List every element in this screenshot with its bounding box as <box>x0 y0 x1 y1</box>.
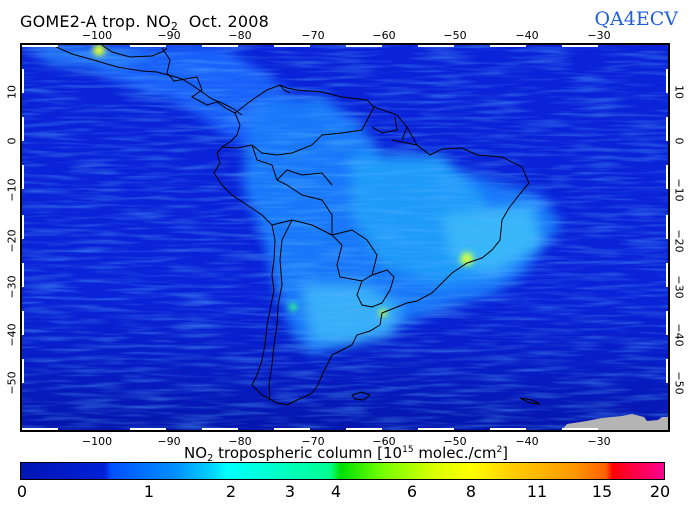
colorbar-label-sup: 2 <box>496 445 503 455</box>
colorbar-label-part: ] <box>502 444 509 462</box>
missing-data-area <box>562 414 668 430</box>
lon-tick-bottom: −50 <box>443 435 467 448</box>
colorbar-label-sub: 2 <box>207 453 214 464</box>
colorbar-tick: 3 <box>284 482 296 501</box>
lon-tick-bottom: −90 <box>157 435 181 448</box>
lat-tick-right: −30 <box>672 275 686 299</box>
lat-tick-right: −40 <box>672 323 686 347</box>
colorbar-label-part: NO <box>183 444 207 462</box>
lat-tick-left: 0 <box>5 137 19 145</box>
lat-tick-right: 0 <box>672 137 686 145</box>
lon-tick-bottom: −80 <box>228 435 252 448</box>
colorbar-tick: 20 <box>649 482 671 501</box>
hotspot-markers <box>93 45 474 317</box>
lon-tick-top: −40 <box>515 29 539 42</box>
brand-label: QA4ECV <box>594 8 678 30</box>
colorbar-label-sup: 15 <box>402 445 414 455</box>
lon-tick-top: −30 <box>587 29 611 42</box>
map-title: GOME2-A trop. NO2 Oct. 2008 <box>20 12 269 33</box>
colorbar-label-part: tropospheric column [10 <box>213 444 403 462</box>
colorbar-tick: 8 <box>465 482 477 501</box>
title-text: GOME2-A trop. NO <box>20 12 171 31</box>
lat-tick-left: −50 <box>5 371 19 395</box>
colorbar-tick: 0 <box>16 482 28 501</box>
lon-tick-bottom: −30 <box>587 435 611 448</box>
lat-tick-left: −10 <box>5 178 19 202</box>
lon-tick-top: −50 <box>443 29 467 42</box>
colorbar-tick: 6 <box>406 482 418 501</box>
colorbar-label: NO2 tropospheric column [1015 molec./cm2… <box>0 444 692 464</box>
lat-tick-right: −10 <box>672 178 686 202</box>
lat-tick-left: −20 <box>5 229 19 253</box>
lat-tick-right: −50 <box>672 371 686 395</box>
lon-tick-top: −60 <box>372 29 396 42</box>
lat-tick-right: 10 <box>672 85 686 99</box>
title-subscript: 2 <box>170 20 179 33</box>
colorbar-tick: 2 <box>225 482 237 501</box>
title-date: Oct. 2008 <box>188 12 270 31</box>
colorbar-tick: 4 <box>330 482 342 501</box>
colorbar-label-part: molec./cm <box>413 444 497 462</box>
lon-tick-top: −100 <box>81 29 113 42</box>
colorbar-tick: 11 <box>526 482 548 501</box>
no2-heatmap <box>22 45 668 430</box>
lon-tick-bottom: −60 <box>372 435 396 448</box>
frame-ticks <box>22 45 668 430</box>
coastlines <box>51 45 541 406</box>
lon-tick-bottom: −40 <box>515 435 539 448</box>
lat-tick-right: −20 <box>672 229 686 253</box>
lat-tick-left: −30 <box>5 275 19 299</box>
lat-tick-left: −40 <box>5 323 19 347</box>
lon-tick-top: −70 <box>301 29 325 42</box>
lon-tick-bottom: −100 <box>81 435 113 448</box>
map-panel <box>20 43 670 432</box>
lat-tick-left: 10 <box>5 85 19 99</box>
lon-tick-top: −90 <box>157 29 181 42</box>
colorbar-tick: 1 <box>143 482 155 501</box>
colorbar <box>20 462 665 480</box>
lon-tick-bottom: −70 <box>301 435 325 448</box>
colorbar-tick: 15 <box>591 482 613 501</box>
lon-tick-top: −80 <box>228 29 252 42</box>
